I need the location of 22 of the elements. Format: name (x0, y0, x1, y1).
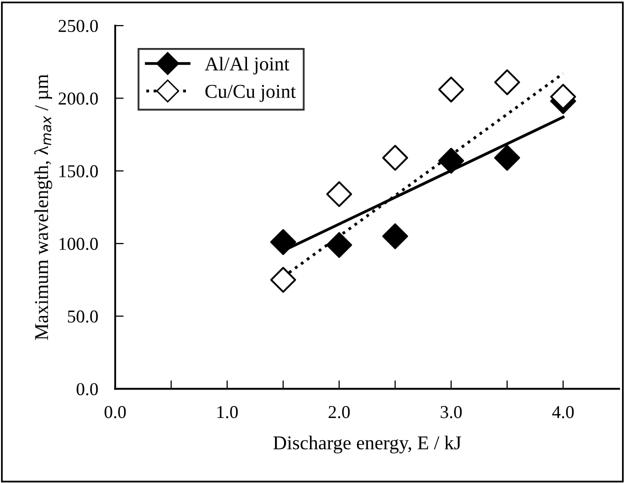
point (382, 144, 408, 171)
x-tick-label: 1.0 (217, 406, 238, 418)
y-tick-label: 0.0 (76, 383, 98, 396)
y-tick-label: 50.0 (68, 310, 98, 323)
point (326, 232, 352, 258)
x-axis-title: Discharge energy, E / kJ (273, 436, 462, 454)
legend-label: Cu/Cu joint (205, 84, 296, 102)
x-tick-label: 4.0 (552, 406, 574, 418)
y-axis-title: Maximum wavelength, λ$_{max}$ / µm (34, 74, 52, 340)
point (494, 144, 520, 171)
y-tick-label: 100.0 (59, 238, 98, 250)
y-tick-label: 200.0 (58, 92, 98, 105)
y-tick-label: 150.0 (59, 165, 98, 178)
point (438, 148, 464, 174)
point (270, 266, 296, 293)
x-tick-label: 2.0 (328, 406, 350, 418)
point (270, 229, 296, 256)
x-tick-label: 3.0 (440, 406, 462, 418)
point (382, 223, 408, 250)
legend-label: Al/Al joint (204, 56, 290, 74)
x-tick-label: 0.0 (104, 406, 126, 418)
y-tick-label: 250.0 (58, 20, 98, 32)
